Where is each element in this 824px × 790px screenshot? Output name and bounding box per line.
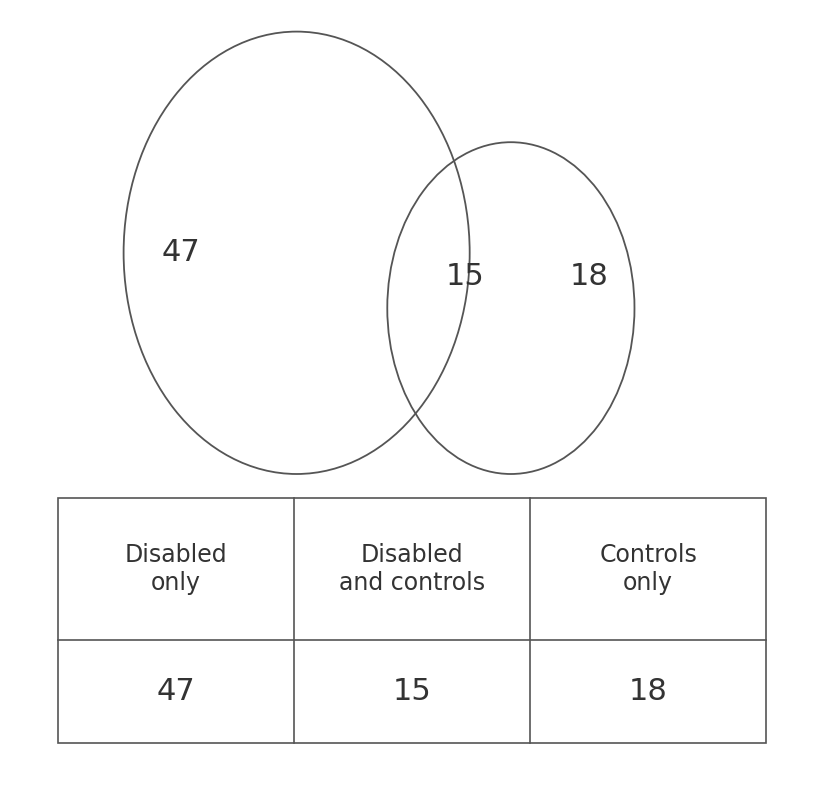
Bar <box>58 498 766 743</box>
Text: 18: 18 <box>569 262 609 291</box>
Text: 47: 47 <box>157 677 195 705</box>
Text: Disabled
and controls: Disabled and controls <box>339 543 485 595</box>
Text: 15: 15 <box>446 262 485 291</box>
Text: 18: 18 <box>629 677 667 705</box>
Text: Controls
only: Controls only <box>599 543 697 595</box>
Text: 15: 15 <box>392 677 432 705</box>
Text: 47: 47 <box>162 239 201 267</box>
Text: Disabled
only: Disabled only <box>124 543 227 595</box>
